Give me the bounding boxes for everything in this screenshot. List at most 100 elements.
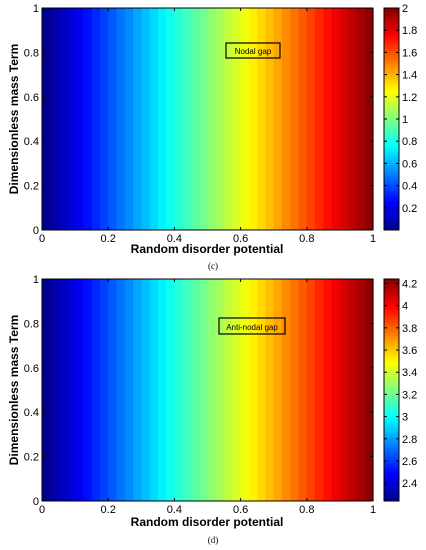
y-tick-label: 0.6 [24, 92, 39, 104]
colorbar-tick-label: 4 [402, 301, 408, 313]
plot-frame-c [41, 7, 374, 231]
heatmap-strip [348, 279, 358, 501]
colorbar-tick-label: 0.8 [402, 136, 417, 148]
x-axis-label-c: Random disorder potential [131, 242, 284, 256]
heatmap-strip [174, 8, 184, 230]
x-tick-label: 0 [39, 504, 45, 516]
heatmap-strip [232, 279, 242, 501]
heatmap-strip [207, 8, 217, 230]
colorbar-tick-label: 3.2 [402, 389, 417, 401]
heatmap-strip [50, 279, 60, 501]
heatmap-strip [149, 8, 159, 230]
y-ticks-d: 0 0.2 0.4 0.6 0.8 1 [24, 274, 373, 508]
x-tick-label: 0.2 [101, 504, 116, 516]
y-axis-label-d: Dimensionless mass Term [7, 315, 21, 466]
heatmap-strip [331, 8, 341, 230]
colorbar-tick-label: 0.4 [402, 181, 417, 193]
colorbar-d [383, 278, 400, 502]
x-tick-label: 1 [370, 504, 376, 516]
heatmap-strip [83, 8, 93, 230]
heatmap-strip [190, 279, 200, 501]
heatmap-strip [364, 279, 374, 501]
colorbar-tick-label: 1.6 [402, 47, 417, 59]
heatmap-strip [190, 8, 200, 230]
y-axis-label-c: Dimensionless mass Term [7, 44, 21, 195]
x-ticks-c: 0 0.2 0.4 0.6 0.8 1 [39, 8, 376, 245]
heatmap-strip [323, 279, 333, 501]
colorbar-ticks-c: 0.2 0.4 0.6 0.8 1 1.2 1.4 1.6 1.8 2 [384, 3, 417, 215]
heatmap-strip [66, 8, 76, 230]
x-tick-label: 0.2 [101, 233, 116, 245]
heatmap-strip [66, 279, 76, 501]
colorbar-tick-label: 0.2 [402, 203, 417, 215]
y-tick-label: 0.2 [24, 181, 39, 193]
heatmap-strip [290, 279, 300, 501]
colorbar-tick-label: 3 [402, 412, 408, 424]
panel-d: 0 0.2 0.4 0.6 0.8 1 0 0.2 0.4 0.6 0.8 1 Random dis… [7, 274, 417, 545]
heatmap-strip [133, 279, 142, 501]
heatmap-strip [199, 279, 209, 501]
heatmap-c-strips [42, 8, 374, 230]
heatmap-strip [182, 279, 192, 501]
heatmap-strip [323, 8, 333, 230]
y-tick-label: 0.4 [24, 136, 39, 148]
colorbar-tick-label: 2.4 [402, 478, 417, 490]
panel-c: 0 0.2 0.4 0.6 0.8 1 0 0.2 0.4 0.6 0.8 1 Random dis… [7, 3, 417, 271]
plot-frame-d [41, 278, 374, 502]
heatmap-strip [75, 279, 84, 501]
caption-c: (c) [208, 261, 218, 271]
annotation-box-d: Anti-nodal gap [218, 317, 286, 335]
annotation-box-c: Nodal gap [225, 42, 281, 59]
colorbar-tick-label: 0.6 [402, 158, 417, 170]
y-tick-label: 1 [33, 274, 39, 286]
y-tick-label: 0.2 [24, 452, 39, 464]
x-tick-label: 0.8 [299, 504, 314, 516]
heatmap-strip [149, 279, 159, 501]
heatmap-strip [174, 279, 184, 501]
heatmap-strip [281, 279, 291, 501]
annotation-text-d: Anti-nodal gap [226, 323, 278, 332]
x-tick-label: 0.6 [233, 504, 248, 516]
heatmap-strip [315, 8, 324, 230]
heatmap-strip [133, 8, 142, 230]
heatmap-strip [273, 279, 283, 501]
heatmap-strip [224, 279, 233, 501]
colorbar-ticks-d: 2.4 2.6 2.8 3 3.2 3.4 3.6 3.8 4 4.2 [384, 278, 417, 490]
x-tick-label: 1 [370, 233, 376, 245]
colorbar-tick-label: 2.6 [402, 456, 417, 468]
x-ticks-d: 0 0.2 0.4 0.6 0.8 1 [39, 279, 376, 516]
heatmap-strip [298, 8, 308, 230]
heatmap-strip [91, 279, 101, 501]
heatmap-strip [58, 8, 68, 230]
colorbar-tick-label: 3.6 [402, 345, 417, 357]
colorbar-tick-label: 1 [402, 114, 408, 126]
y-tick-label: 0.4 [24, 407, 39, 419]
heatmap-strip [91, 8, 101, 230]
heatmap-strip [315, 279, 324, 501]
heatmap-strip [248, 279, 258, 501]
heatmap-strip [124, 279, 134, 501]
y-tick-label: 0.6 [24, 363, 39, 375]
heatmap-strip [257, 279, 267, 501]
x-axis-label-d: Random disorder potential [131, 515, 284, 529]
heatmap-strip [207, 279, 217, 501]
heatmap-strip [265, 8, 275, 230]
heatmap-strip [42, 279, 51, 501]
y-ticks-c: 0 0.2 0.4 0.6 0.8 1 [24, 3, 373, 237]
heatmap-strip [224, 8, 233, 230]
heatmap-strip [166, 8, 175, 230]
heatmap-strip [298, 279, 308, 501]
x-tick-label: 0.8 [299, 233, 314, 245]
y-tick-label: 0 [33, 225, 39, 237]
heatmap-strip [75, 8, 84, 230]
heatmap-strip [157, 8, 167, 230]
heatmap-strip [306, 8, 316, 230]
heatmap-strip [141, 279, 151, 501]
heatmap-strip [356, 279, 366, 501]
heatmap-strip [50, 8, 60, 230]
y-tick-label: 0.8 [24, 318, 39, 330]
heatmap-strip [157, 279, 167, 501]
colorbar-tick-label: 1.8 [402, 25, 417, 37]
heatmap-strip [306, 279, 316, 501]
heatmap-strip [290, 8, 300, 230]
